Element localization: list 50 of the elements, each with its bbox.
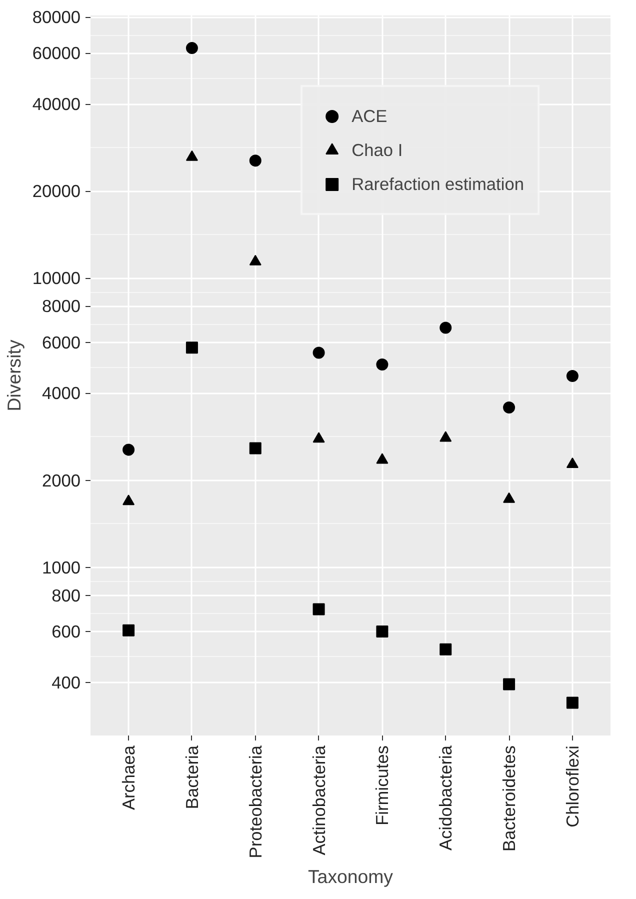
point <box>122 444 135 456</box>
point <box>376 625 388 638</box>
point <box>122 494 135 506</box>
legend-label: Chao I <box>352 140 403 160</box>
point <box>566 370 578 382</box>
y-tick-label: 20000 <box>32 181 80 202</box>
point <box>566 696 578 709</box>
y-tick-label: 40000 <box>32 94 80 114</box>
y-tick-label: 60000 <box>32 43 80 64</box>
x-tick-label: Firmicutes <box>372 745 392 826</box>
x-tick-label: Bacteroidetes <box>499 745 520 852</box>
y-tick-label: 1000 <box>42 557 81 578</box>
point <box>503 492 516 503</box>
point <box>122 624 135 636</box>
x-tick-label: Archaea <box>118 745 139 810</box>
y-tick-label: 400 <box>52 672 81 692</box>
y-tick-label: 600 <box>52 621 81 642</box>
point <box>249 442 262 454</box>
legend-label: ACE <box>352 106 388 126</box>
point <box>186 342 198 354</box>
point <box>186 150 198 161</box>
point <box>249 154 262 167</box>
y-tick-label: 10000 <box>32 268 80 288</box>
y-tick-label: 4000 <box>42 383 81 404</box>
point <box>566 458 578 468</box>
point <box>440 431 452 442</box>
x-tick-label: Bacteria <box>182 745 202 810</box>
y-tick-label: 6000 <box>42 332 81 352</box>
y-axis-title: Diversity <box>3 339 24 412</box>
point <box>376 358 388 370</box>
point <box>312 346 325 359</box>
x-tick-label: Chloroflexi <box>562 745 582 828</box>
y-tick-label: 8000 <box>42 296 81 316</box>
x-axis-title: Taxonomy <box>308 866 394 888</box>
point <box>186 42 198 54</box>
y-tick-label: 800 <box>52 585 81 606</box>
x-tick-label: Acidobacteria <box>436 745 456 850</box>
point <box>249 254 262 266</box>
point <box>503 678 516 690</box>
y-tick-label: 2000 <box>42 470 81 490</box>
point <box>312 432 325 443</box>
point <box>376 453 388 464</box>
y-tick-label: 80000 <box>32 7 80 28</box>
legend-label: Rarefaction estimation <box>352 174 524 194</box>
x-tick-label: Proteobacteria <box>245 745 266 858</box>
x-tick-label: Actinobacteria <box>308 745 329 856</box>
point <box>440 643 452 656</box>
point <box>503 402 516 414</box>
point <box>312 603 325 616</box>
point <box>440 322 452 334</box>
